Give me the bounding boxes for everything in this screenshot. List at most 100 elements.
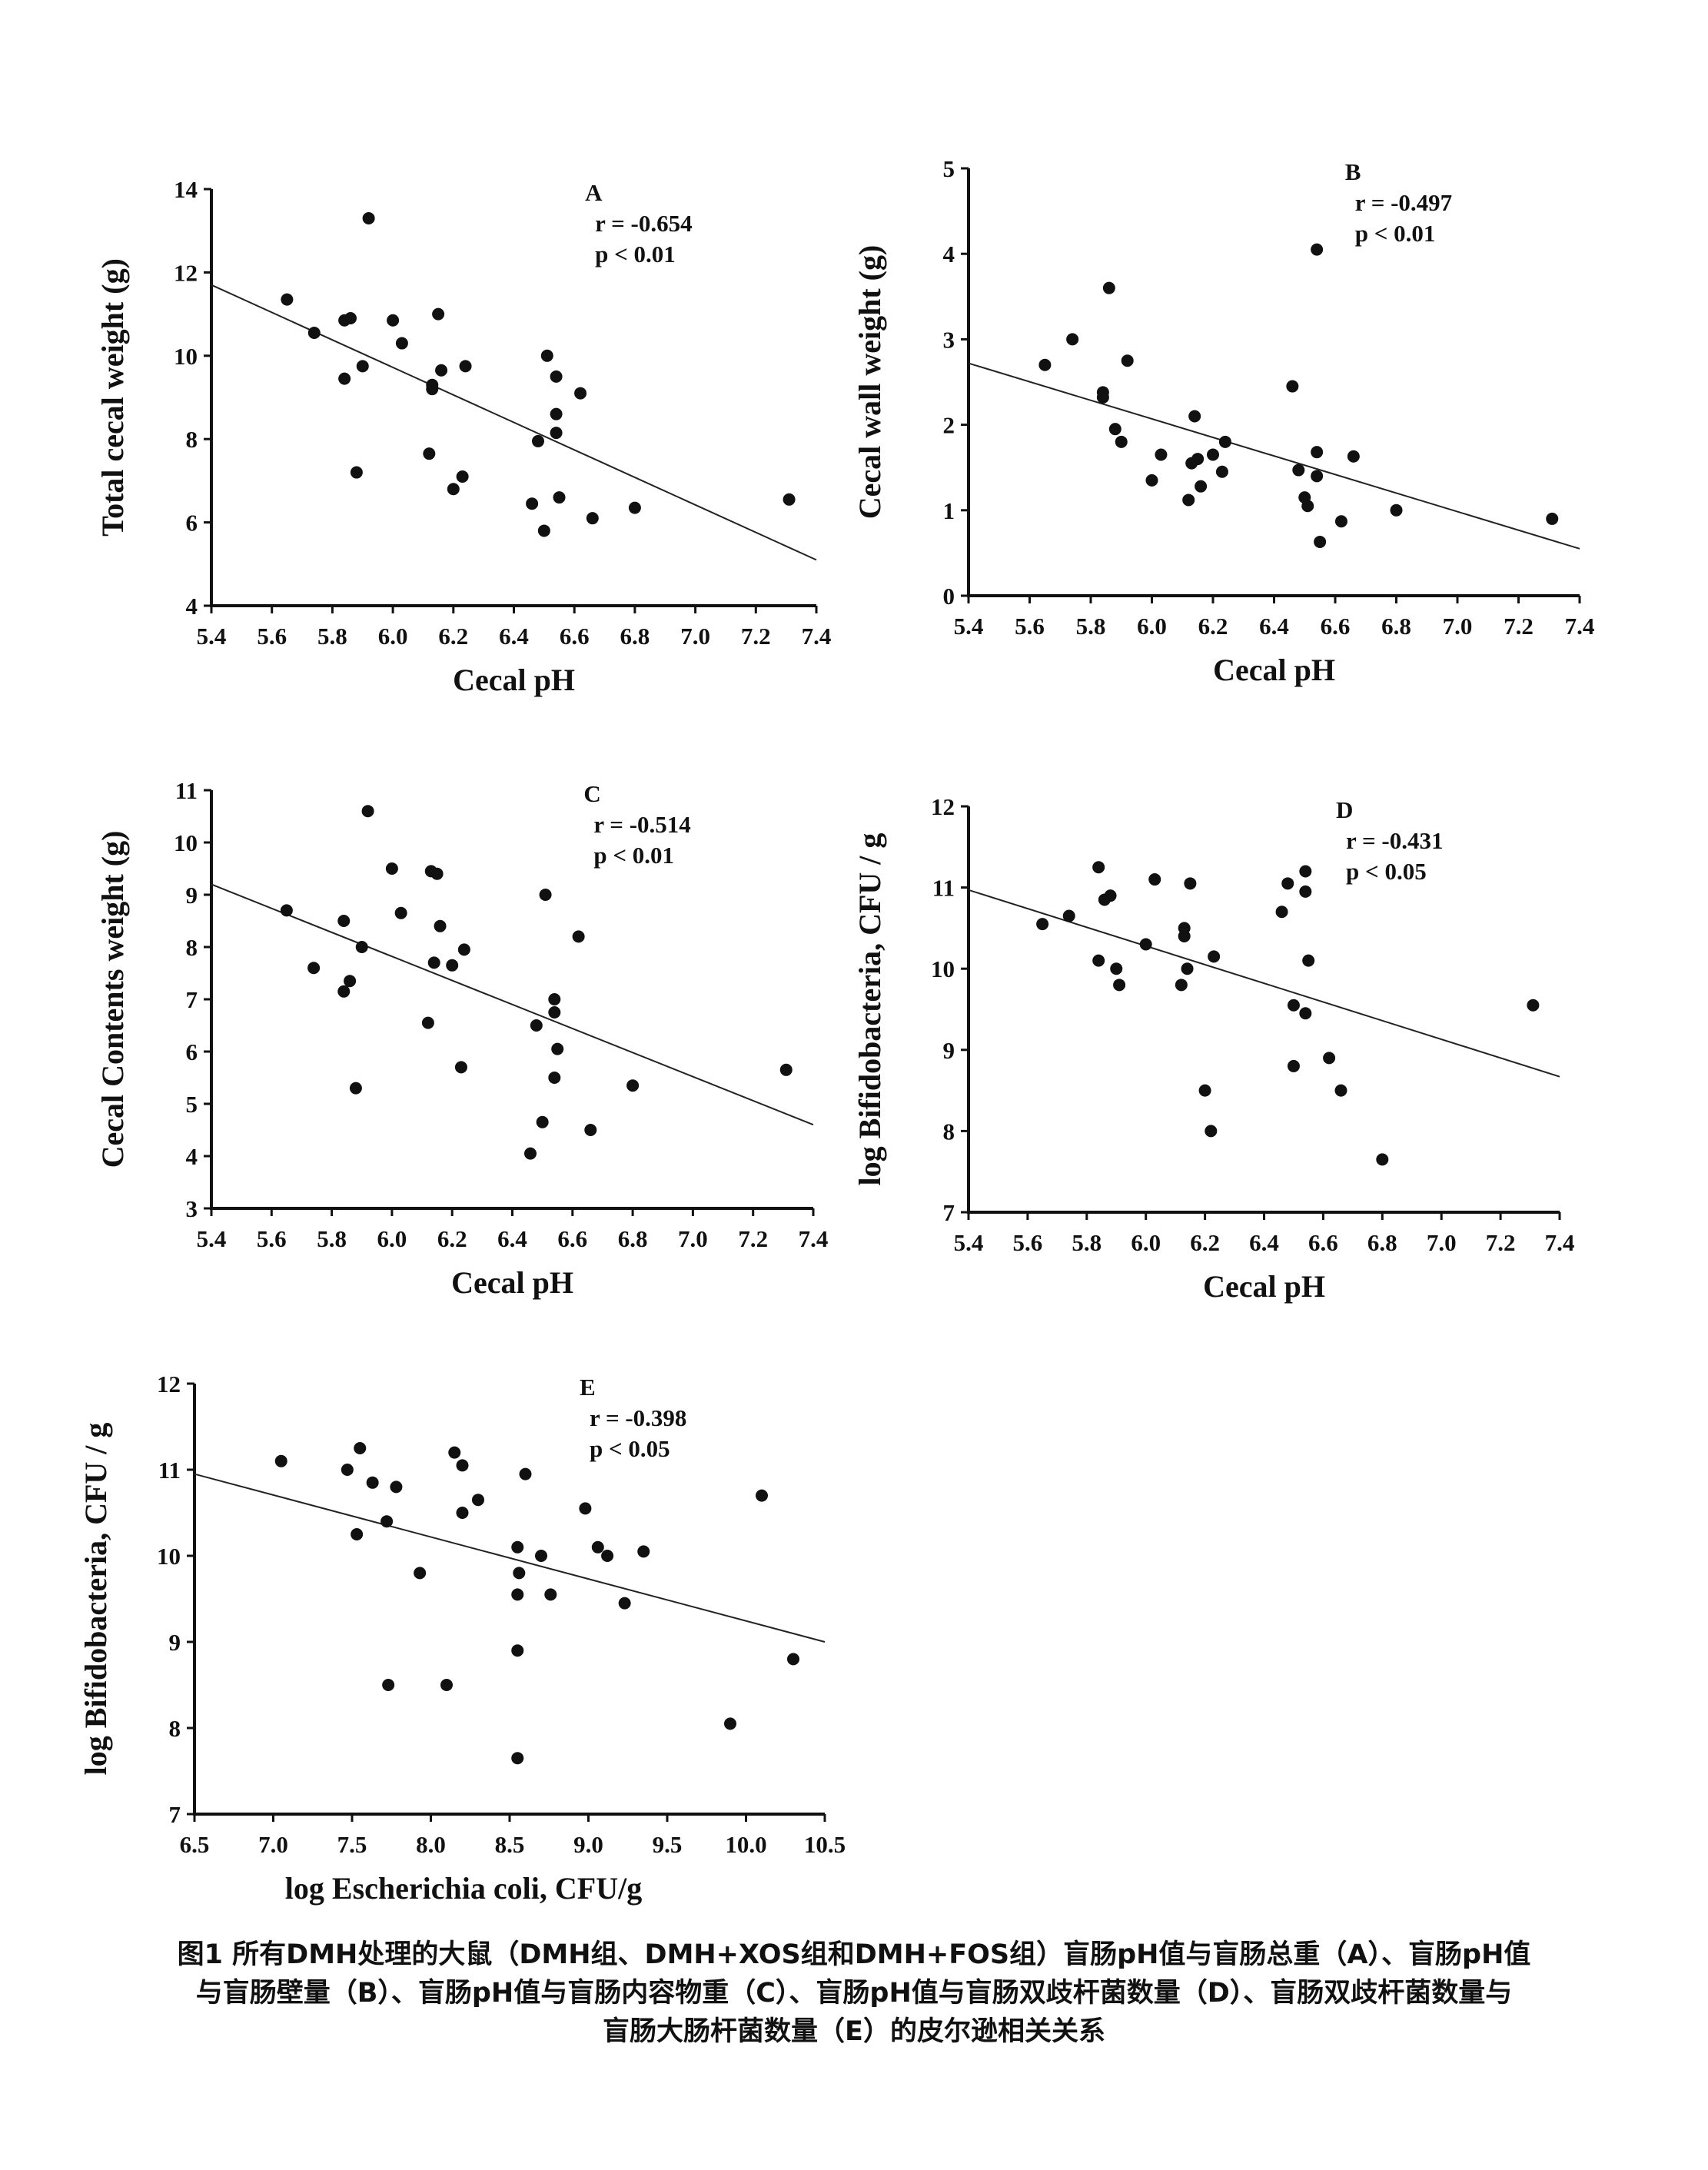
data-point	[530, 1019, 543, 1032]
x-tick-label: 6.4	[1259, 613, 1289, 640]
data-point	[414, 1567, 427, 1580]
data-point	[756, 1489, 768, 1502]
y-tick-label: 12	[931, 793, 955, 820]
data-point	[551, 1042, 564, 1055]
x-tick-label: 7.0	[1427, 1229, 1457, 1256]
data-point	[1390, 503, 1403, 517]
data-point	[387, 314, 400, 327]
data-point	[394, 906, 407, 919]
x-tick-label: 6.6	[1321, 613, 1351, 640]
x-tick-label: 6.4	[497, 1225, 527, 1252]
trendline-a	[211, 284, 817, 561]
data-point	[351, 1528, 364, 1540]
data-point	[618, 1597, 631, 1610]
correlation-r-d: r = -0.431	[1346, 827, 1443, 854]
panel-letter-e: E	[580, 1374, 596, 1401]
data-point	[355, 941, 368, 953]
y-tick-label: 8	[169, 1715, 181, 1742]
y-tick-label: 5	[943, 155, 955, 182]
x-tick-label: 6.2	[1190, 1229, 1220, 1256]
data-point	[274, 1454, 287, 1467]
data-point	[574, 387, 587, 400]
data-point	[1188, 410, 1201, 423]
x-axis-label-b: Cecal pH	[1213, 653, 1335, 687]
x-tick-label: 5.8	[317, 1225, 347, 1252]
data-point	[362, 211, 375, 224]
data-point	[537, 524, 550, 537]
data-point	[448, 1446, 461, 1459]
data-point	[1110, 962, 1123, 975]
x-tick-label: 6.8	[1367, 1229, 1397, 1256]
data-point	[553, 491, 566, 504]
y-tick-label: 2	[943, 412, 955, 439]
data-point	[454, 1061, 467, 1074]
data-point	[1286, 380, 1299, 393]
x-tick-label: 7.4	[799, 1225, 829, 1252]
data-point	[1334, 1084, 1347, 1097]
data-point	[1181, 962, 1194, 975]
p-value-c: p < 0.01	[593, 842, 674, 869]
data-point	[421, 1016, 434, 1029]
data-point	[385, 862, 398, 875]
chart-panel-b: 5.4 5.6 5.8 6.0 6.2 6.4 6.6 6.8 7.0 7.2 7.4 0 1 2 3 4 5 C…	[852, 155, 1594, 687]
x-tick-label: 6.0	[1137, 613, 1167, 640]
data-point	[472, 1494, 484, 1507]
data-point	[1299, 1007, 1312, 1020]
y-tick-label: 4	[186, 1143, 198, 1170]
data-point	[307, 326, 321, 339]
data-point	[536, 1115, 549, 1128]
data-point	[550, 427, 563, 440]
data-point	[440, 1679, 453, 1691]
x-tick-label: 7.2	[741, 623, 771, 650]
data-point	[344, 312, 357, 325]
x-tick-label: 5.4	[954, 613, 984, 640]
y-tick-label: 0	[943, 583, 955, 610]
x-tick-label: 7.4	[1545, 1229, 1575, 1256]
data-point	[434, 919, 447, 932]
data-point	[586, 512, 599, 525]
data-point	[1376, 1153, 1389, 1166]
x-tick-label: 6.2	[438, 623, 468, 650]
x-tick-label: 6.0	[1131, 1229, 1161, 1256]
x-tick-label: 6.5	[180, 1831, 210, 1858]
x-tick-label: 6.4	[1249, 1229, 1279, 1256]
data-point	[548, 993, 561, 1005]
correlation-r-a: r = -0.654	[595, 210, 692, 237]
data-point	[1145, 474, 1158, 487]
x-tick-label: 9.5	[653, 1831, 683, 1858]
data-point	[366, 1476, 379, 1489]
data-point	[1108, 423, 1121, 436]
chart-panel-a: 5.4 5.6 5.8 6.0 6.2 6.4 6.6 6.8 7.0 7.2 7.4 4 6 8 10 12…	[95, 176, 831, 697]
y-tick-label: 4	[186, 593, 198, 620]
data-point	[1301, 500, 1314, 513]
data-point	[1287, 999, 1300, 1012]
x-tick-label: 5.4	[197, 623, 227, 650]
x-tick-label: 7.2	[1486, 1229, 1516, 1256]
y-tick-label: 9	[943, 1037, 955, 1064]
x-tick-label: 8.0	[416, 1831, 446, 1858]
x-tick-label: 5.6	[257, 623, 287, 650]
y-tick-label: 9	[169, 1629, 181, 1656]
x-axis-label-d: Cecal pH	[1203, 1269, 1325, 1304]
data-point	[1292, 464, 1305, 477]
data-point	[513, 1567, 526, 1580]
panel-letter-c: C	[583, 780, 600, 807]
x-tick-label: 8.5	[495, 1831, 525, 1858]
data-point	[1195, 480, 1208, 493]
x-tick-label: 5.4	[197, 1225, 227, 1252]
data-point	[1546, 512, 1559, 525]
x-tick-label: 7.0	[258, 1831, 288, 1858]
data-point	[601, 1550, 614, 1562]
data-point	[1215, 465, 1228, 478]
chart-panel-d: 5.4 5.6 5.8 6.0 6.2 6.4 6.6 6.8 7.0 7.2 7.4 7 8 9 10 11…	[852, 793, 1574, 1304]
data-point	[423, 447, 436, 460]
data-point	[548, 1072, 561, 1084]
x-tick-label: 6.4	[499, 623, 529, 650]
data-point	[382, 1679, 395, 1691]
data-point	[1113, 979, 1126, 992]
data-point	[1139, 938, 1152, 951]
data-point	[1207, 448, 1219, 461]
y-tick-label: 10	[174, 343, 198, 370]
x-tick-label: 7.0	[680, 623, 710, 650]
data-point	[380, 1515, 394, 1528]
